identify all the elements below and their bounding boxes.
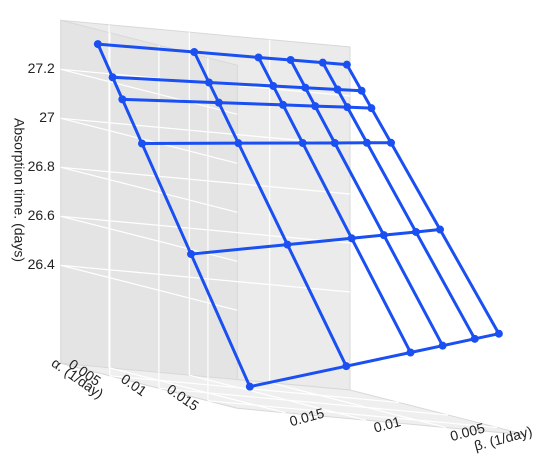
surface-point [347, 234, 356, 243]
surface-point [311, 102, 320, 111]
grid-line [189, 374, 367, 421]
surface-line [96, 43, 252, 388]
surface-line [257, 56, 412, 354]
z-axis-title: Absorption time. (days) [11, 118, 27, 262]
surface-line [289, 59, 444, 347]
surface-point [343, 103, 352, 112]
grid-line [269, 381, 447, 429]
surface-point [190, 48, 199, 57]
surface-point [108, 73, 117, 82]
surface-point [436, 225, 445, 234]
surface-point [318, 58, 327, 67]
surface-line [97, 42, 347, 67]
surface-point [379, 231, 388, 240]
surface-point [494, 329, 503, 338]
surface-point [214, 98, 223, 107]
surface-point [269, 81, 278, 90]
surface-point [330, 138, 339, 147]
surface-point [301, 83, 310, 92]
z-tick-label: 27.2 [28, 60, 55, 76]
z-tick-label: 26.8 [28, 158, 55, 174]
surface-point [342, 60, 351, 69]
surface-line [112, 75, 362, 93]
surface-point [362, 138, 371, 147]
surface-point [333, 85, 342, 94]
surface-point [234, 139, 243, 148]
surface-point [298, 138, 307, 147]
surface-line [122, 97, 372, 110]
surface-line [321, 61, 477, 340]
surface-point [286, 55, 295, 64]
surface-point [386, 138, 395, 147]
surface-point [137, 139, 146, 148]
surface-point [254, 53, 263, 62]
grid-line [108, 367, 286, 414]
surface-point [367, 104, 376, 113]
z-tick-label: 26.4 [28, 256, 55, 272]
surface-line [141, 141, 391, 146]
surface-point [118, 95, 127, 104]
surface-point [283, 240, 292, 249]
surface-line [190, 228, 441, 256]
surface-point [406, 348, 415, 357]
surface-point [357, 86, 366, 95]
floor-pane [60, 362, 527, 436]
surface-point [470, 334, 479, 343]
surface-point [342, 362, 351, 371]
z-tick-label: 27 [39, 109, 55, 125]
surface-point [204, 78, 213, 87]
surface-point [279, 100, 288, 109]
surface-point [93, 40, 102, 49]
surface-line [249, 332, 500, 389]
surface-point [187, 250, 196, 259]
z-tick-label: 26.6 [28, 207, 55, 223]
surface-point [438, 341, 447, 350]
surface-line [192, 51, 348, 367]
surface-line [345, 63, 501, 335]
surface-point [411, 227, 420, 236]
y-tick-label: 0.01 [372, 413, 403, 436]
surface-point [245, 382, 254, 391]
